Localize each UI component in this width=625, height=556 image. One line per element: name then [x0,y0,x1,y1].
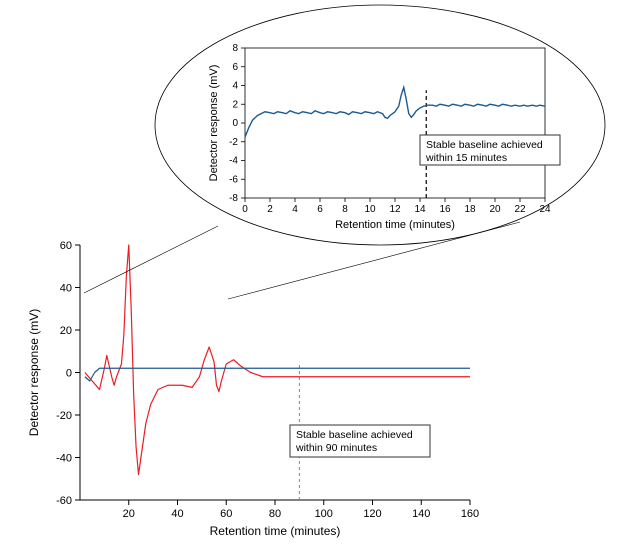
main-ytick: 0 [66,368,72,380]
main-ylabel: Detector response (mV) [27,309,41,436]
main-xtick: 20 [123,508,135,520]
inset-xtick: 6 [317,204,323,215]
inset-ylabel: Detector response (mV) [208,65,220,182]
inset-annotation-text: within 15 minutes [425,152,507,164]
main-xtick: 120 [363,508,381,520]
inset-ytick: -4 [229,156,238,167]
inset-xtick: 18 [464,204,476,215]
main-xtick: 160 [461,508,479,520]
inset-ytick: -2 [229,137,238,148]
inset-ytick: 0 [232,118,238,129]
inset-xtick: 24 [539,204,551,215]
main-ytick: -60 [56,495,72,507]
inset-xtick: 20 [489,204,501,215]
inset-ellipse [155,5,605,245]
main-xtick: 40 [171,508,183,520]
figure: 024681012141618202224-8-6-4-202468Retent… [0,0,625,556]
main-ytick: 60 [60,240,72,252]
inset-ytick: 8 [232,43,238,54]
inset-xtick: 14 [414,204,426,215]
inset-xlabel: Retention time (minutes) [335,219,455,231]
inset-xtick: 8 [342,204,348,215]
inset-annotation-text: Stable baseline achieved [426,139,543,151]
main-chart: 20 40 60 80 100 120 140 160 -60 -40 -20 0 20 40 60 Rete… [27,240,479,538]
callout-line-0 [84,226,218,293]
main-annotation-text: Stable baseline achieved [296,429,413,441]
main-ytick: 20 [60,325,72,337]
inset-ytick: 2 [232,99,238,110]
main-series-blue [85,368,470,381]
inset-xtick: 22 [514,204,526,215]
main-annotation-text: within 90 minutes [295,442,377,454]
main-ytick: -40 [56,453,72,465]
inset-xtick: 16 [439,204,451,215]
inset-xtick: 10 [364,204,376,215]
inset-ytick: 4 [232,81,238,92]
inset-ytick: 6 [232,62,238,73]
inset-ytick: -6 [229,174,238,185]
main-xlabel: Retention time (minutes) [210,524,341,538]
inset-xtick: 4 [292,204,298,215]
main-ytick: 40 [60,283,72,295]
inset-ytick: -8 [229,193,238,204]
main-xtick: 100 [315,508,333,520]
main-ytick: -20 [56,410,72,422]
main-xtick: 140 [412,508,430,520]
inset-xtick: 2 [267,204,273,215]
inset-xtick: 12 [389,204,401,215]
inset-xtick: 0 [242,204,248,215]
main-xtick: 80 [269,508,281,520]
main-xtick: 60 [220,508,232,520]
